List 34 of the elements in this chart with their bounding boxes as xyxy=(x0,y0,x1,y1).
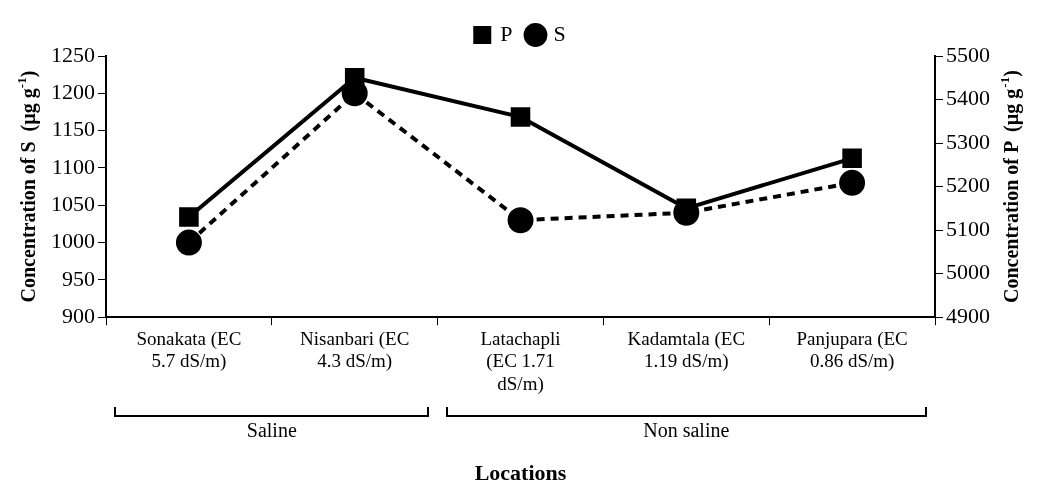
y2-tick-label: 4900 xyxy=(946,302,990,328)
point xyxy=(507,207,534,234)
y2-tick-label: 5300 xyxy=(946,128,990,154)
x-tick-label: Nisanbari (EC 4.3 dS/m) xyxy=(300,327,410,373)
legend-label: P xyxy=(500,20,513,46)
y2-tick-label: 5100 xyxy=(946,215,990,241)
x-axis-title: Locations xyxy=(474,460,567,486)
y2-tick-label: 5500 xyxy=(946,41,990,67)
y-tick-label: 1200 xyxy=(51,79,95,105)
y2-axis-title: Concentration of P (µg g-1) xyxy=(997,70,1024,304)
y2-tick-label: 5000 xyxy=(946,259,990,285)
point xyxy=(179,207,199,227)
x-tick-label: Sonakata (EC 5.7 dS/m) xyxy=(136,327,242,373)
point xyxy=(842,148,862,169)
y-tick-label: 1050 xyxy=(51,191,95,217)
x-tick-label: Kadamtala (EC 1.19 dS/m) xyxy=(627,327,746,373)
x-tick-label: Latachapli (EC 1.71 dS/m) xyxy=(480,327,561,396)
point xyxy=(175,229,202,256)
text: Non saline xyxy=(642,419,731,443)
y-axis-title: Concentration of S (µg g-1) xyxy=(14,70,41,303)
y-tick-label: 950 xyxy=(62,265,95,291)
point xyxy=(344,67,365,88)
text: Saline xyxy=(245,419,298,443)
y-tick-label: 1250 xyxy=(51,41,95,67)
x-tick-label: Panjupara (EC 0.86 dS/m) xyxy=(796,327,908,373)
legend-label: S xyxy=(553,20,566,46)
y-tick-label: 1000 xyxy=(51,228,95,254)
y2-tick-label: 5200 xyxy=(946,172,990,198)
y2-tick-label: 5400 xyxy=(946,85,990,111)
y-tick-label: 1150 xyxy=(51,116,95,142)
point xyxy=(510,107,531,127)
y-tick-label: 900 xyxy=(62,302,95,328)
point xyxy=(839,169,866,196)
y-tick-label: 1100 xyxy=(51,153,95,179)
